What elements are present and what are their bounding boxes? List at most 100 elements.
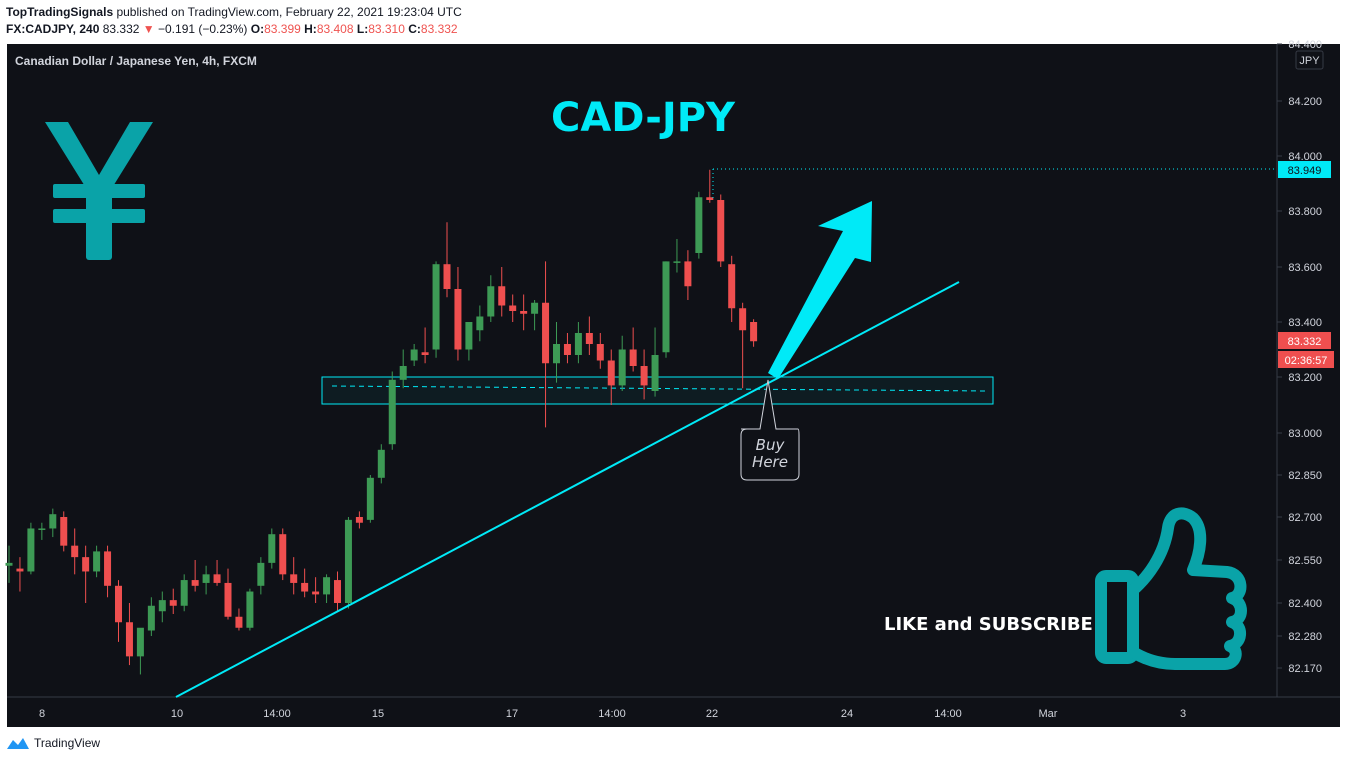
high-label: H:	[304, 22, 317, 36]
candle-body	[82, 557, 90, 572]
buy-callout[interactable]	[740, 379, 800, 481]
subscribe-text: LIKE and SUBSCRIBE	[884, 614, 1093, 635]
candle-body	[410, 349, 418, 361]
candle-body	[334, 580, 341, 603]
candle-body	[388, 379, 396, 445]
price-tick-label: 82.550	[1288, 555, 1322, 567]
candle-body	[421, 352, 429, 355]
candle-body	[5, 562, 13, 566]
candle-body	[717, 200, 725, 262]
price-tick-label: 83.400	[1288, 317, 1322, 329]
candle-body	[366, 477, 374, 520]
candle-body	[563, 344, 571, 355]
chart-legend-title: Canadian Dollar / Japanese Yen, 4h, FXCM	[15, 54, 257, 68]
candle-body	[596, 344, 604, 361]
time-tick-label: 22	[706, 708, 718, 720]
bullish-arrow-icon[interactable]	[768, 201, 872, 379]
price-tick-label: 82.170	[1288, 663, 1322, 675]
time-tick-label: 10	[171, 708, 183, 720]
close-value: 83.332	[420, 22, 458, 36]
time-tick-label: Mar	[1039, 708, 1058, 720]
time-tick-label: 14:00	[598, 708, 626, 720]
candle-body	[629, 349, 637, 366]
price-tick-label: 83.800	[1288, 206, 1322, 218]
candle-body	[27, 528, 35, 572]
price-tick-label: 83.000	[1288, 428, 1322, 440]
footer-brand-text: TradingView	[34, 736, 101, 750]
countdown-label: 02:36:57	[1285, 355, 1328, 367]
candle-body	[104, 551, 112, 586]
support-dashed-line	[331, 385, 989, 392]
time-tick-label: 14:00	[934, 708, 962, 720]
candle-body	[377, 449, 385, 478]
price-tick-label: 82.400	[1288, 598, 1322, 610]
low-label: L:	[356, 22, 369, 36]
price-tick-label: 84.400	[1288, 39, 1322, 51]
price-tick-label: 84.000	[1288, 151, 1322, 163]
candle-body	[49, 514, 57, 529]
last-price-tag	[1278, 332, 1331, 349]
candle-body	[147, 605, 155, 631]
candle-body	[585, 333, 593, 344]
price-change: −0.191 (−0.23%)	[158, 22, 248, 36]
candle-body	[618, 349, 626, 386]
candle-body	[115, 585, 122, 623]
candle-body	[432, 264, 440, 350]
high-price-label: 83.949	[1288, 165, 1322, 177]
candle-body	[136, 627, 144, 657]
candle-body	[125, 622, 133, 657]
candle-body	[465, 322, 473, 350]
candle-body	[16, 568, 24, 572]
candle-body	[268, 534, 276, 563]
candle-body	[312, 591, 320, 595]
candle-body	[520, 311, 528, 314]
candle-body	[443, 264, 451, 289]
candle-body	[169, 600, 177, 606]
time-tick-label: 14:00	[263, 708, 291, 720]
price-tick-label: 84.200	[1288, 96, 1322, 108]
open-value: 83.399	[264, 22, 301, 36]
candle-body	[71, 545, 79, 558]
candle-body	[279, 534, 287, 575]
candle-body	[509, 305, 517, 311]
countdown-tag	[1278, 351, 1334, 368]
low-value: 83.310	[368, 22, 405, 36]
close-label: C:	[408, 22, 421, 36]
candle-body	[246, 591, 254, 628]
price-tick-label: 82.700	[1288, 512, 1322, 524]
currency-badge[interactable]	[1295, 50, 1324, 70]
candle-body	[487, 286, 495, 317]
candle-body	[224, 582, 232, 617]
candle-body	[38, 528, 46, 530]
time-tick-label: 3	[1180, 708, 1186, 720]
candle-body	[728, 264, 736, 309]
candle-body	[257, 562, 265, 586]
time-tick-label: 8	[39, 708, 45, 720]
price-axis[interactable]: 84.400 84.200 84.000 83.800 83.600 83.400 83.2…	[1277, 39, 1322, 675]
candle-body	[60, 517, 68, 546]
candle-body	[750, 322, 758, 342]
candle-body	[323, 577, 331, 595]
price-tick-label: 83.600	[1288, 262, 1322, 274]
ohlc-header: FX:CADJPY, 240 83.332 ▼ −0.191 (−0.23%) …	[6, 22, 458, 36]
candle-body	[662, 261, 670, 353]
candle-body	[344, 519, 352, 603]
trend-line[interactable]	[175, 281, 960, 698]
price-tick-label: 82.850	[1288, 470, 1322, 482]
candle-body	[684, 261, 692, 287]
candle-body	[180, 580, 188, 606]
tradingview-logo-icon	[7, 738, 29, 749]
candle-body	[476, 316, 484, 331]
candle-body	[454, 289, 462, 350]
footer-brand[interactable]: TradingView	[6, 736, 100, 750]
candle-body	[235, 616, 243, 628]
candle-body	[301, 582, 309, 592]
high-value: 83.408	[316, 22, 354, 36]
candle-body	[498, 286, 506, 306]
price-tick-label: 82.280	[1288, 631, 1322, 643]
open-label: O:	[250, 22, 265, 36]
time-axis[interactable]: 8 10 14:00 15 17 14:00 22 24 14:00 Mar 3	[39, 708, 1186, 720]
candlestick-series	[5, 169, 758, 675]
author-name[interactable]: TopTradingSignals	[6, 5, 114, 19]
